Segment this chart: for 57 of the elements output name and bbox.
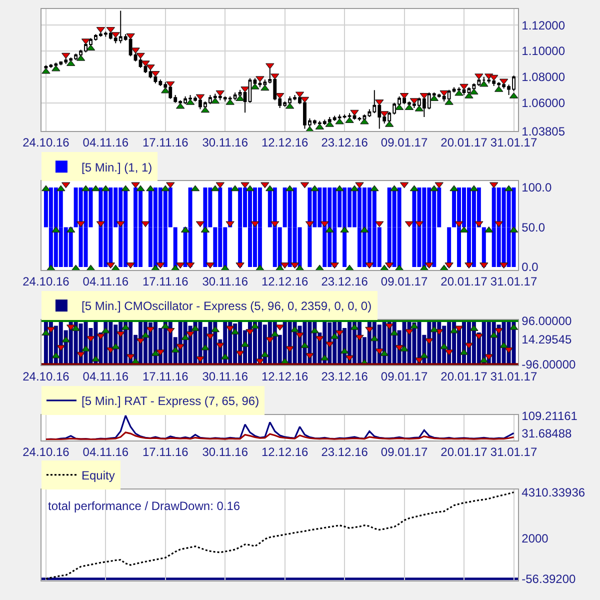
x-tick-label: 31.01.17 [490,136,538,150]
x-tick-label: 04.11.16 [82,274,129,289]
y-tick-label: 109.21161 [522,408,578,423]
y-tick-label: 2000 [522,531,549,546]
x-tick-label: 17.11.16 [142,369,189,384]
legend-label: [5 Min.] (1, 1) [81,160,152,174]
x-tick-label: 20.01.17 [440,444,488,459]
x-tick-label: 17.11.16 [142,274,189,289]
x-tick-label: 31.01.17 [490,369,538,384]
y-tick-label: 1.03805 [522,124,566,138]
y-tick-label: -56.39200 [522,572,576,586]
x-tick-label: 24.10.16 [22,444,70,459]
x-tick-label: 17.11.16 [142,444,189,459]
x-tick-label: 12.12.16 [261,136,309,150]
legend-label: Equity [81,468,115,482]
x-tick-label: 23.12.16 [321,369,368,384]
x-tick-label: 04.11.16 [82,136,129,150]
x-tick-label: 20.01.17 [440,274,488,289]
y-tick-label: 1.06000 [522,96,566,110]
x-tick-label: 31.01.17 [490,274,538,289]
x-tick-label: 09.01.17 [380,369,428,384]
x-tick-label: 04.11.16 [82,444,129,459]
x-tick-label: 30.11.16 [202,274,248,289]
x-tick-label: 23.12.16 [321,274,368,289]
x-tick-label: 31.01.17 [490,444,538,459]
annotation: total performance / DrawDown: 0.16 [48,499,240,513]
y-tick-label: 1.12000 [522,18,566,32]
y-tick-label: -96.00000 [522,358,576,372]
y-tick-label: 96.00000 [522,314,572,328]
x-tick-label: 09.01.17 [380,444,428,459]
x-tick-label: 23.12.16 [321,136,368,150]
x-tick-label: 12.12.16 [261,444,309,459]
x-tick-label: 24.10.16 [22,136,70,150]
x-tick-label: 20.01.17 [440,136,488,150]
legend-label: [5 Min.] RAT - Express (7, 65, 96) [81,394,260,408]
x-tick-label: 09.01.17 [380,274,428,289]
y-tick-label: 0.0 [522,260,539,274]
y-tick-label: 100.0 [522,180,552,195]
x-tick-label: 09.01.17 [380,136,428,150]
x-tick-label: 23.12.16 [321,444,368,459]
y-tick-label: 50.0 [522,220,546,234]
x-tick-label: 12.12.16 [261,274,309,289]
y-tick-label: 1.08000 [522,70,566,84]
y-tick-label: 4310.33936 [522,485,586,500]
y-tick-label: 14.29545 [522,332,572,346]
x-tick-label: 12.12.16 [261,369,309,384]
y-tick-label: 1.10000 [522,44,566,58]
x-tick-label: 30.11.16 [202,444,248,459]
x-tick-label: 30.11.16 [202,369,248,384]
y-tick-label: 31.68488 [522,426,572,440]
x-tick-label: 30.11.16 [202,136,248,150]
x-tick-label: 04.11.16 [82,369,129,384]
legend-label: [5 Min.] CMOscillator - Express (5, 96, 0, 2359, 0, 0, 0) [81,299,372,314]
x-tick-label: 24.10.16 [22,274,70,289]
x-tick-label: 20.01.17 [440,369,488,384]
x-tick-label: 17.11.16 [142,136,189,150]
x-tick-label: 24.10.16 [22,369,70,384]
